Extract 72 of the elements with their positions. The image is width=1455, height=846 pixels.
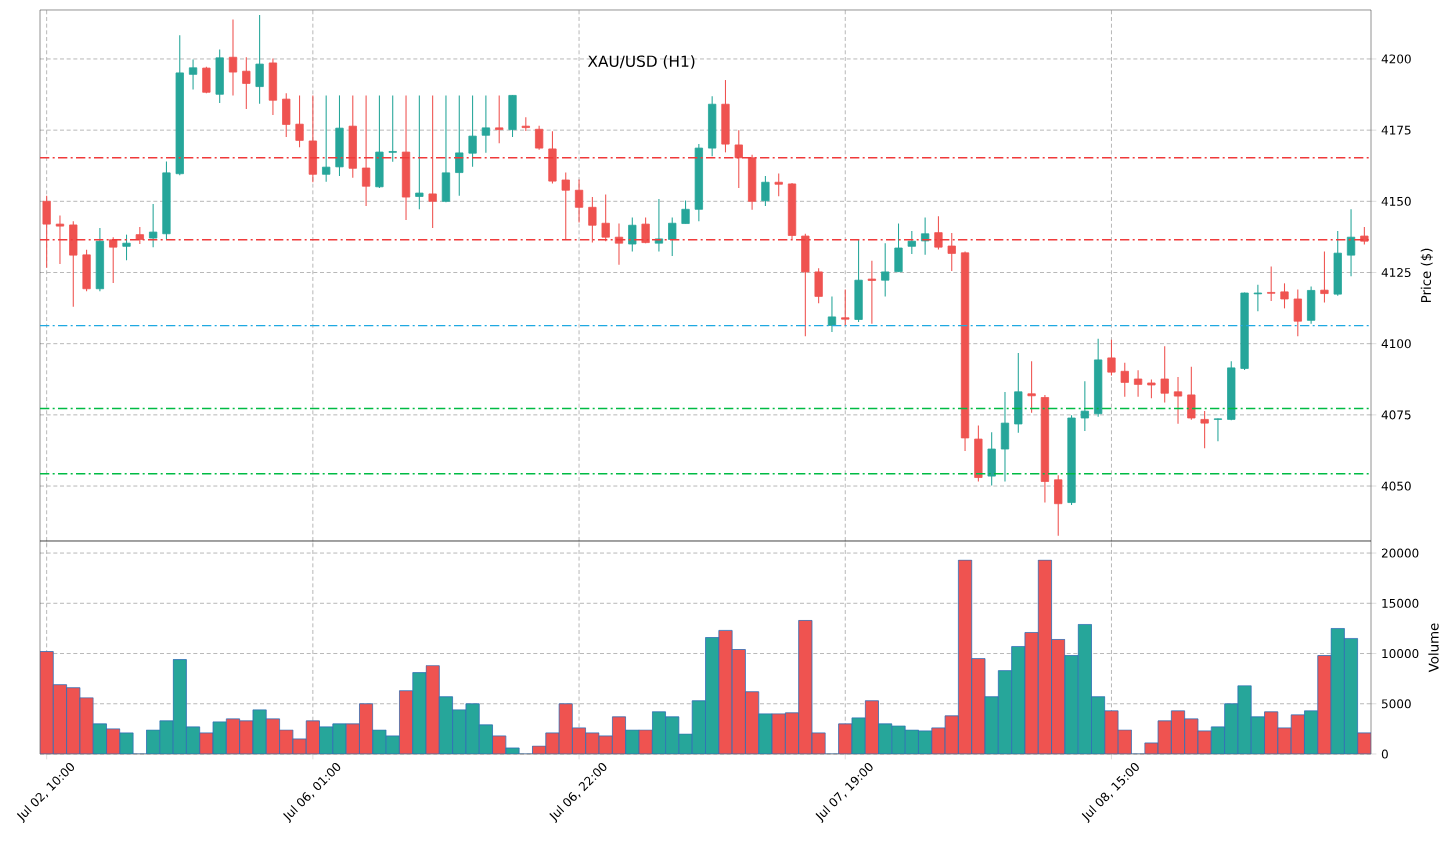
candlestick (388, 94, 397, 163)
candlestick (1133, 369, 1143, 398)
candlestick (415, 94, 424, 210)
candlestick (947, 232, 956, 272)
candlestick (934, 215, 943, 250)
candlestick (734, 129, 743, 189)
y-axis-title: Price ($) (1420, 248, 1433, 302)
candlestick (827, 295, 837, 333)
candlestick (641, 217, 650, 244)
candlestick (122, 234, 131, 261)
candlestick (295, 94, 304, 148)
y-axis-title: Volume (1428, 623, 1439, 673)
candlestick (322, 94, 331, 183)
candlestick (428, 94, 437, 229)
y-tick-label: 4150 (1381, 196, 1411, 206)
candlestick (495, 94, 504, 144)
candlestick (188, 58, 198, 90)
text: XAU/USD (H1) (587, 55, 695, 69)
candlestick (894, 222, 903, 273)
candlestick (1213, 418, 1223, 442)
candlestick (535, 125, 544, 151)
candlestick (455, 94, 464, 197)
candlestick (574, 178, 584, 223)
candlestick (228, 18, 238, 96)
y-tick-label: 10000 (1382, 648, 1419, 659)
candlestick (1107, 339, 1116, 377)
candlestick (601, 193, 610, 242)
candlestick (55, 215, 65, 265)
candlestick (149, 203, 158, 248)
y-tick-label: 4050 (1381, 481, 1411, 491)
candlestick (761, 175, 770, 207)
y-tick-label: 20000 (1381, 548, 1419, 558)
y-tick-label: 4075 (1381, 410, 1411, 420)
candlestick (1147, 379, 1156, 399)
candlestick (1293, 289, 1302, 337)
candlestick (1027, 360, 1036, 414)
y-tick-label: 4200 (1381, 54, 1411, 64)
candlestick (1173, 376, 1183, 425)
candlestick (1280, 282, 1289, 309)
candlestick (907, 230, 916, 255)
candlestick (1346, 208, 1356, 277)
y-tick-label: 4175 (1381, 125, 1411, 135)
y-tick-label: 15000 (1382, 598, 1419, 608)
candlestick (1200, 410, 1209, 449)
candlestick (1160, 345, 1169, 404)
candlestick (1187, 366, 1196, 421)
candlestick (774, 172, 783, 197)
candlestick (628, 217, 637, 252)
candlestick (255, 14, 264, 105)
candlestick (109, 236, 118, 284)
candlestick (681, 199, 690, 225)
candlestick (1080, 380, 1089, 432)
candlestick (841, 289, 850, 327)
candlestick (867, 260, 877, 325)
candlestick (1320, 250, 1329, 303)
candlestick (361, 94, 371, 207)
candlestick (42, 195, 51, 269)
y-tick-label: 4100 (1381, 339, 1411, 349)
candlestick (1253, 284, 1263, 312)
y-tick-label: 5000 (1381, 699, 1411, 709)
candlestick (561, 172, 570, 241)
candlestick (468, 94, 477, 168)
y-tick-label: 0 (1381, 749, 1388, 759)
candlestick (1267, 265, 1276, 302)
candlestick (242, 56, 251, 110)
candlestick (588, 196, 597, 244)
candlestick (668, 217, 677, 257)
candlestick (1120, 362, 1129, 398)
y-tick-label: 4125 (1381, 267, 1411, 278)
candlestick (481, 94, 491, 154)
candlestick (881, 242, 890, 297)
candlestick (1054, 474, 1063, 537)
